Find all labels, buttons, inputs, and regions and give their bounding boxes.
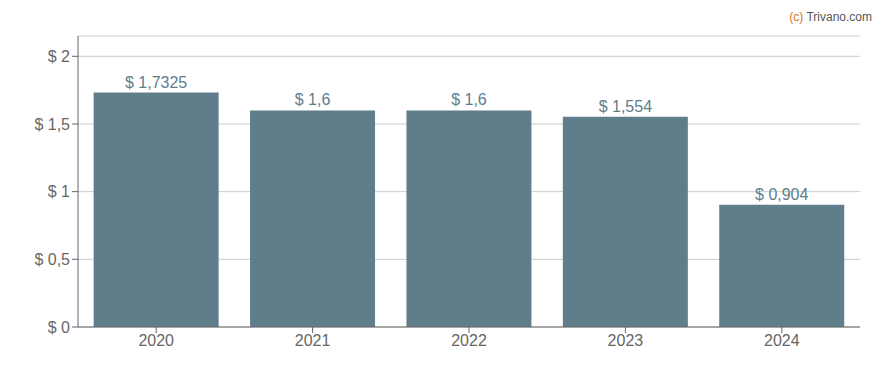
svg-text:$ 2: $ 2 <box>48 48 70 65</box>
svg-text:$ 0: $ 0 <box>48 319 70 336</box>
svg-text:$ 1,554: $ 1,554 <box>599 98 652 115</box>
svg-text:$ 1,6: $ 1,6 <box>451 91 487 108</box>
svg-text:$ 1,5: $ 1,5 <box>34 116 70 133</box>
svg-text:$ 1,6: $ 1,6 <box>295 91 331 108</box>
svg-text:2021: 2021 <box>295 332 331 349</box>
svg-text:2024: 2024 <box>764 332 800 349</box>
html-text:(c) Trivano.com: (c) Trivano.com <box>789 10 872 24</box>
svg-text:$ 0,5: $ 0,5 <box>34 251 70 268</box>
svg-text:$ 1,7325: $ 1,7325 <box>125 74 187 91</box>
svg-text:2020: 2020 <box>138 332 174 349</box>
svg-text:$ 1: $ 1 <box>48 183 70 200</box>
svg-text:$ 0,904: $ 0,904 <box>755 186 808 203</box>
svg-text:2023: 2023 <box>608 332 644 349</box>
svg-text:2022: 2022 <box>451 332 487 349</box>
